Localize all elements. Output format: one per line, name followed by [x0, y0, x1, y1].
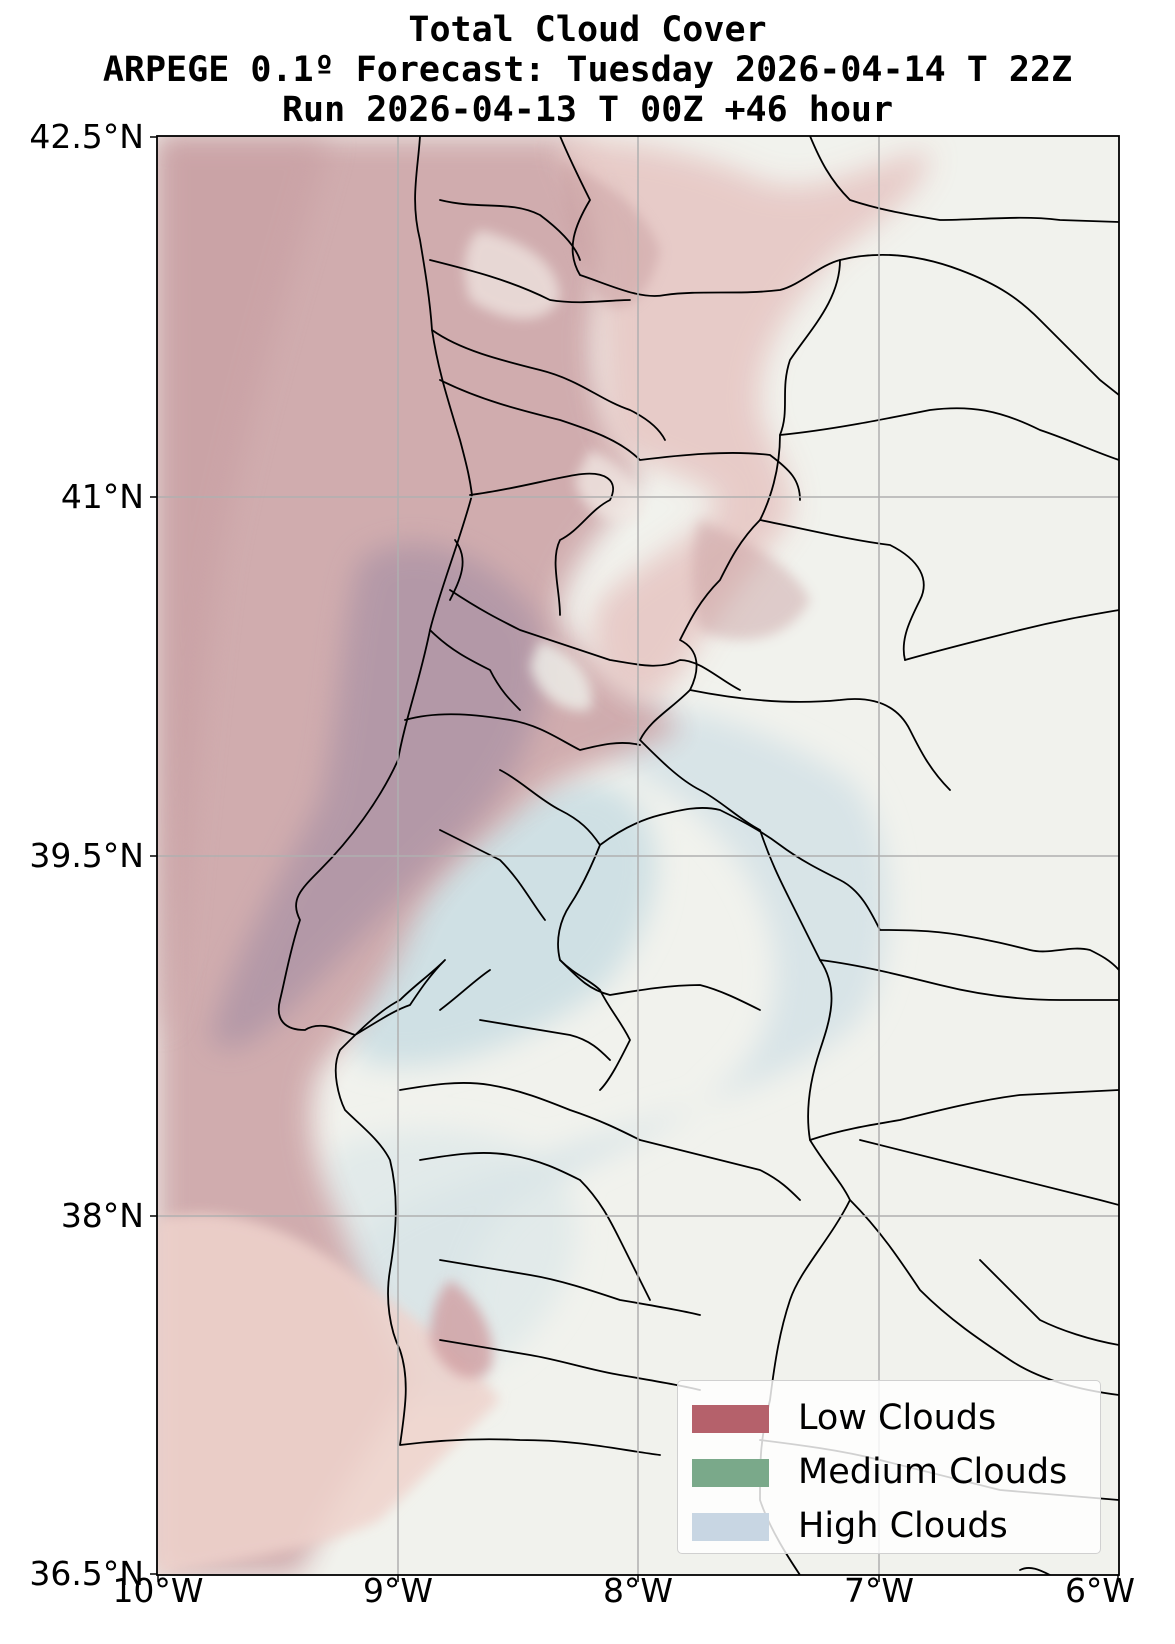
lat-tick-label: 36.5°N [29, 1554, 144, 1593]
axis-ticks [150, 136, 1119, 1582]
legend-label: Medium Clouds [798, 1452, 1068, 1492]
run-subtitle: Run 2026-04-13 T 00Z +46 hour [281, 90, 894, 130]
high-cloud-field [319, 698, 889, 1400]
lon-tick-label: 6°W [1064, 1571, 1136, 1610]
lon-tick-label: 7°W [843, 1571, 915, 1610]
legend-swatch [692, 1513, 769, 1541]
legend-label: Low Clouds [798, 1398, 997, 1438]
legend-label: High Clouds [798, 1506, 1008, 1546]
map-title: Total Cloud Cover [408, 10, 767, 50]
forecast-subtitle: ARPEGE 0.1º Forecast: Tuesday 2026-04-14… [102, 50, 1073, 90]
lat-tick-label: 42.5°N [29, 117, 144, 156]
lat-tick-label: 39.5°N [29, 836, 144, 875]
legend: Low Clouds Medium Clouds High Clouds [677, 1380, 1101, 1554]
portugal-coastline [277, 136, 661, 1456]
lon-tick-label: 9°W [362, 1571, 434, 1610]
lat-tick-label: 38°N [60, 1196, 144, 1235]
gridlines [157, 136, 1119, 1575]
legend-swatch [692, 1459, 769, 1487]
spain-portugal-border [559, 136, 851, 1575]
lon-tick-label: 8°W [602, 1571, 674, 1610]
lon-tick-label: 10°W [112, 1571, 204, 1610]
lat-tick-label: 41°N [60, 477, 144, 516]
legend-swatch [692, 1405, 769, 1433]
country-district-borders [277, 136, 1119, 1575]
